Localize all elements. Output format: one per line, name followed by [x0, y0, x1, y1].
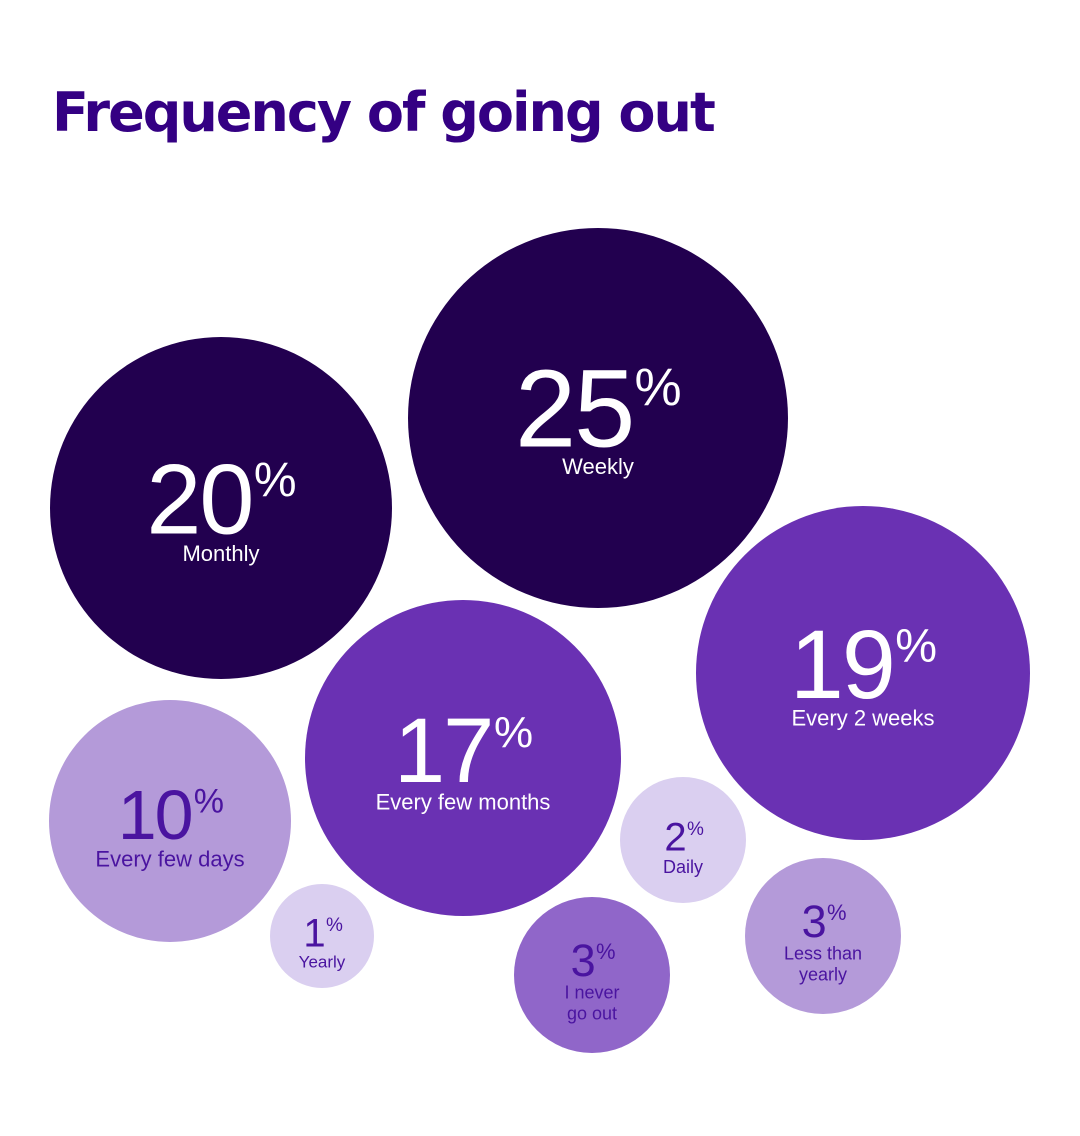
bubble-label-every-2-weeks: Every 2 weeks: [791, 706, 934, 731]
bubble-value-less-than-yearly: 3: [802, 896, 826, 947]
bubble-monthly: 20 % Monthly: [50, 337, 392, 679]
bubble-every-few-days: 10 % Every few days: [49, 700, 291, 942]
bubble-circle-every-few-months: [305, 600, 621, 916]
bubble-value-monthly: 20: [146, 444, 252, 555]
bubble-circle-yearly: [270, 884, 374, 988]
bubble-value-every-2-weeks: 19: [790, 610, 894, 719]
bubble-circle-weekly: [408, 228, 788, 608]
bubble-value-yearly: 1: [303, 911, 324, 955]
bubble-value-i-never-go-out: 3: [571, 935, 595, 986]
bubble-label-every-few-months: Every few months: [376, 789, 551, 814]
bubble-label-weekly: Weekly: [562, 454, 634, 479]
bubble-yearly: 1 % Yearly: [270, 884, 374, 988]
bubble-value-every-few-months: 17: [394, 700, 492, 802]
bubble-percent-sign: %: [827, 900, 847, 925]
bubble-label-yearly: Yearly: [299, 953, 346, 972]
bubble-circle-every-few-days: [49, 700, 291, 942]
bubble-percent-sign: %: [326, 915, 343, 936]
bubble-percent-sign: %: [895, 618, 937, 671]
bubble-percent-sign: %: [194, 783, 224, 821]
bubble-label-daily: Daily: [663, 857, 703, 877]
bubble-label-i-never-go-out: I never go out: [564, 983, 619, 1024]
bubble-every-2-weeks: 19 % Every 2 weeks: [696, 506, 1030, 840]
bubble-less-than-yearly: 3 % Less than yearly: [745, 858, 901, 1014]
bubble-daily: 2 % Daily: [620, 777, 746, 903]
bubble-i-never-go-out: 3 % I never go out: [514, 897, 670, 1053]
bubble-circle-monthly: [50, 337, 392, 679]
bubble-percent-sign: %: [494, 708, 533, 757]
bubble-value-daily: 2: [664, 815, 685, 859]
bubble-percent-sign: %: [634, 358, 681, 417]
bubble-circle-every-2-weeks: [696, 506, 1030, 840]
bubble-percent-sign: %: [687, 819, 704, 840]
bubble-circle-i-never-go-out: [514, 897, 670, 1053]
bubble-circle-less-than-yearly: [745, 858, 901, 1014]
bubble-circle-daily: [620, 777, 746, 903]
bubble-value-every-few-days: 10: [118, 776, 192, 854]
bubble-every-few-months: 17 % Every few months: [305, 600, 621, 916]
bubble-label-less-than-yearly: Less than yearly: [784, 944, 862, 985]
bubble-percent-sign: %: [254, 454, 297, 507]
bubble-value-weekly: 25: [515, 348, 633, 471]
chart-title: Frequency of going out: [52, 81, 716, 144]
bubble-weekly: 25 % Weekly: [408, 228, 788, 608]
bubble-label-every-few-days: Every few days: [95, 847, 244, 872]
bubble-percent-sign: %: [596, 939, 616, 964]
bubble-label-monthly: Monthly: [182, 541, 259, 566]
